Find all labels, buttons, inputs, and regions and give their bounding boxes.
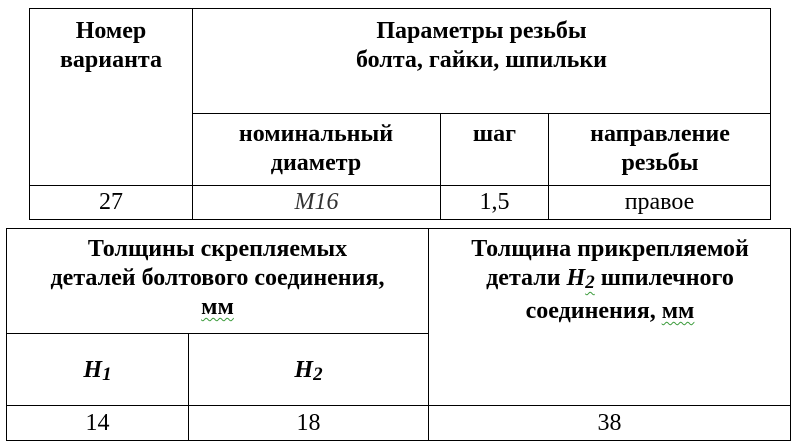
- cell-direction: правое: [624, 189, 695, 215]
- var: H: [294, 357, 314, 383]
- cell-variant: 27: [99, 189, 123, 215]
- var: H: [83, 357, 103, 383]
- var: H: [566, 265, 586, 291]
- border: [188, 333, 189, 441]
- header-thread-params: Параметры резьбы болта, гайки, шпильки: [193, 9, 770, 113]
- border: [29, 219, 771, 220]
- subscript: 1: [102, 364, 112, 385]
- header-h2: H2: [189, 334, 428, 405]
- border: [770, 8, 771, 220]
- header-variant: Номер варианта: [59, 18, 163, 73]
- header-h1: H1: [7, 334, 188, 405]
- border: [6, 228, 7, 441]
- unit: мм: [661, 298, 695, 324]
- border: [440, 113, 441, 220]
- border: [428, 228, 429, 441]
- border: [29, 185, 771, 186]
- border: [6, 228, 791, 229]
- border: [790, 228, 791, 441]
- header-stud-thickness: Толщина прикрепляемой детали H2 шпилечно…: [440, 229, 780, 405]
- header-diameter: номинальный диаметр: [238, 121, 394, 176]
- header-line: Толщины скрепляемых деталей болтового со…: [50, 236, 385, 291]
- border: [29, 8, 771, 9]
- subscript: 2: [585, 272, 595, 293]
- header-pitch: шаг: [472, 121, 517, 147]
- cell-pitch: 1,5: [479, 189, 510, 215]
- cell-stud: 38: [597, 409, 622, 436]
- unit: мм: [201, 294, 234, 320]
- subscript: 2: [313, 364, 323, 385]
- border: [6, 333, 429, 334]
- header-line: шпилечного соединения,: [525, 265, 734, 324]
- header-direction: направление резьбы: [590, 121, 730, 176]
- header-text: Толщина прикрепляемой детали H2 шпилечно…: [440, 235, 780, 326]
- border: [192, 8, 193, 220]
- header-line: Толщина прикрепляемой детали: [471, 236, 749, 291]
- border: [29, 8, 30, 220]
- cell-diameter: M16: [294, 189, 339, 215]
- border: [548, 113, 549, 220]
- border: [6, 405, 791, 406]
- border: [192, 113, 771, 114]
- header-line: Параметры резьбы: [376, 18, 587, 44]
- cell-h1: 14: [85, 409, 110, 436]
- cell-h2: 18: [296, 409, 321, 436]
- header-line: болта, гайки, шпильки: [355, 47, 608, 73]
- header-text: Толщины скрепляемых деталей болтового со…: [50, 235, 385, 322]
- border: [6, 440, 791, 441]
- header-bolt-thickness: Толщины скрепляемых деталей болтового со…: [50, 229, 385, 333]
